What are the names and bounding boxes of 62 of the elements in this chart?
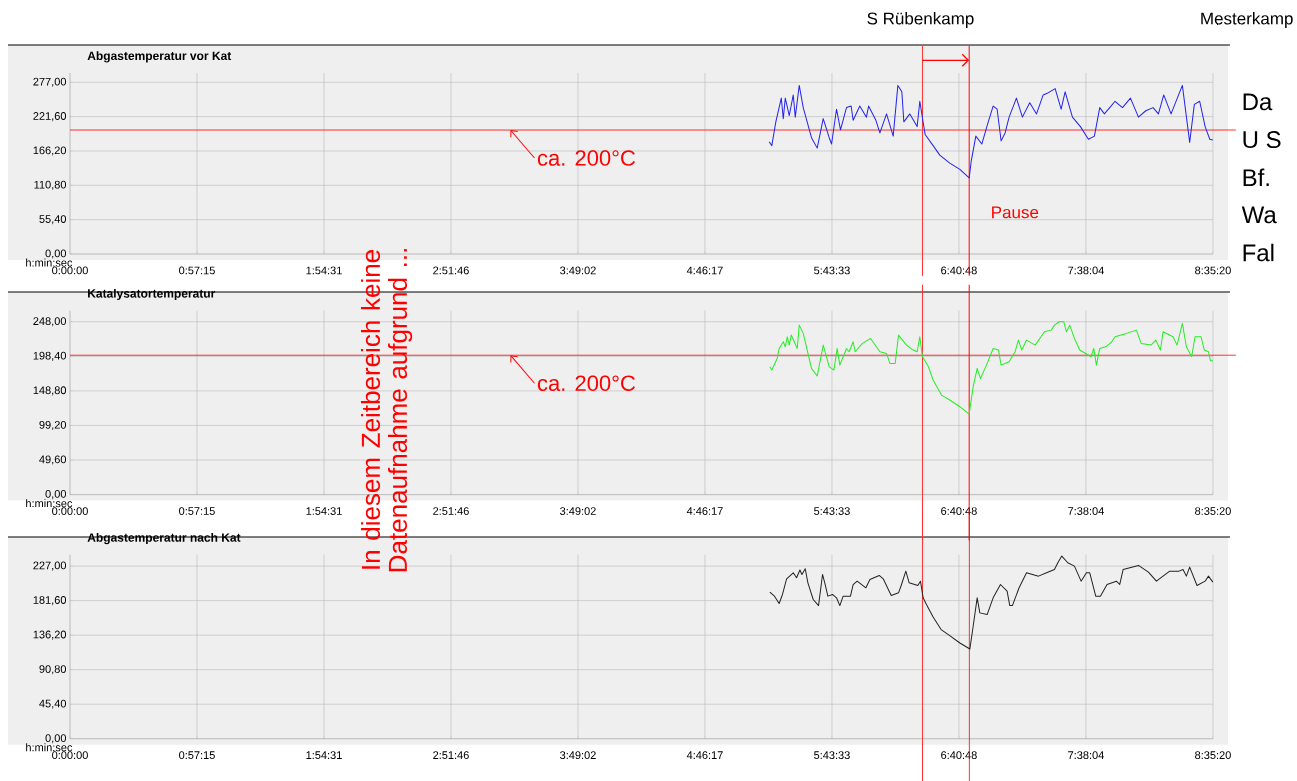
x-tick-label: 1:54:31 xyxy=(306,266,342,275)
x-tick-label: 7:38:04 xyxy=(1068,751,1104,760)
x-tick-label: 2:51:46 xyxy=(433,751,469,760)
chart-title: Katalysatortemperatur xyxy=(88,288,216,301)
y-tick-label: 277,00 xyxy=(33,77,67,87)
x-tick-label: 1:54:31 xyxy=(306,751,342,760)
text: U S xyxy=(1243,131,1281,149)
x-tick-label: 0:57:15 xyxy=(179,507,215,515)
x-tick-label: 7:38:04 xyxy=(1068,266,1104,275)
x-tick-label: 2:51:46 xyxy=(433,507,469,515)
text: Mesterkamp xyxy=(1201,12,1293,28)
x-tick-label: 0:57:15 xyxy=(179,751,215,760)
y-tick-label: 45,40 xyxy=(39,699,67,709)
y-tick-label: 136,20 xyxy=(33,630,67,640)
ref-line-label: Pause xyxy=(992,206,1039,219)
y-tick-label: 0,00 xyxy=(45,734,67,744)
x-tick-label: 8:35:20 xyxy=(1195,266,1231,275)
x-tick-label: 0:00:00 xyxy=(52,266,88,275)
chart-title: Abgastemperatur vor Kat xyxy=(87,51,232,63)
y-tick-label: 90,80 xyxy=(39,665,67,675)
y-tick-label: 99,20 xyxy=(39,420,67,431)
x-axis-title: h:min:sec xyxy=(26,258,73,267)
x-tick-label: 7:38:04 xyxy=(1068,507,1104,515)
x-tick-label: 1:54:31 xyxy=(306,507,342,515)
x-tick-label: 2:51:46 xyxy=(433,266,469,275)
x-tick-label: 5:43:33 xyxy=(814,507,850,515)
y-tick-label: 55,40 xyxy=(39,215,67,225)
text: Fal xyxy=(1243,243,1274,262)
x-tick-label: 5:43:33 xyxy=(814,266,850,275)
y-tick-label: 166,20 xyxy=(33,146,67,156)
x-tick-label: 3:49:02 xyxy=(560,751,596,760)
x-axis-title: h:min:sec xyxy=(26,743,73,752)
x-tick-label: 4:46:17 xyxy=(686,507,723,515)
text: Wa xyxy=(1241,206,1277,224)
x-tick-label: 3:49:02 xyxy=(560,507,596,515)
x-tick-label: 5:43:33 xyxy=(814,751,850,760)
annotation: ca. 200°C xyxy=(537,150,636,166)
x-tick-label: 3:49:02 xyxy=(560,266,596,275)
chart-title: Abgastemperatur nach Kat xyxy=(87,532,241,545)
y-tick-label: 148,80 xyxy=(33,386,67,396)
ref-line-label: S Rübenkamp xyxy=(867,12,974,28)
text: Bf. xyxy=(1243,168,1269,186)
y-tick-label: 198,40 xyxy=(33,351,67,361)
y-tick-label: 227,00 xyxy=(33,561,67,571)
x-tick-label: 4:46:17 xyxy=(686,266,723,275)
x-tick-label: 0:57:15 xyxy=(179,266,215,275)
x-tick-label: 8:35:20 xyxy=(1195,751,1231,760)
text: Da xyxy=(1243,93,1273,111)
y-tick-label: 248,00 xyxy=(33,317,67,327)
y-tick-label: 49,60 xyxy=(39,455,67,465)
y-tick-label: 110,80 xyxy=(34,180,67,190)
y-tick-label: 221,60 xyxy=(33,112,67,122)
annotation: ca. 200°C xyxy=(537,375,636,392)
y-tick-label: 0,00 xyxy=(45,490,67,500)
x-tick-label: 4:46:17 xyxy=(686,751,723,760)
x-axis-title: h:min:sec xyxy=(26,499,73,508)
x-tick-label: 0:00:00 xyxy=(52,507,88,515)
x-tick-label: 0:00:00 xyxy=(52,751,88,760)
y-tick-label: 0,00 xyxy=(45,249,67,259)
x-tick-label: 8:35:20 xyxy=(1195,507,1231,515)
y-tick-label: 181,60 xyxy=(33,596,67,606)
annotation: In diesem Zeitbereich keine Datenaufnahme aufgrund ... xyxy=(360,249,413,572)
